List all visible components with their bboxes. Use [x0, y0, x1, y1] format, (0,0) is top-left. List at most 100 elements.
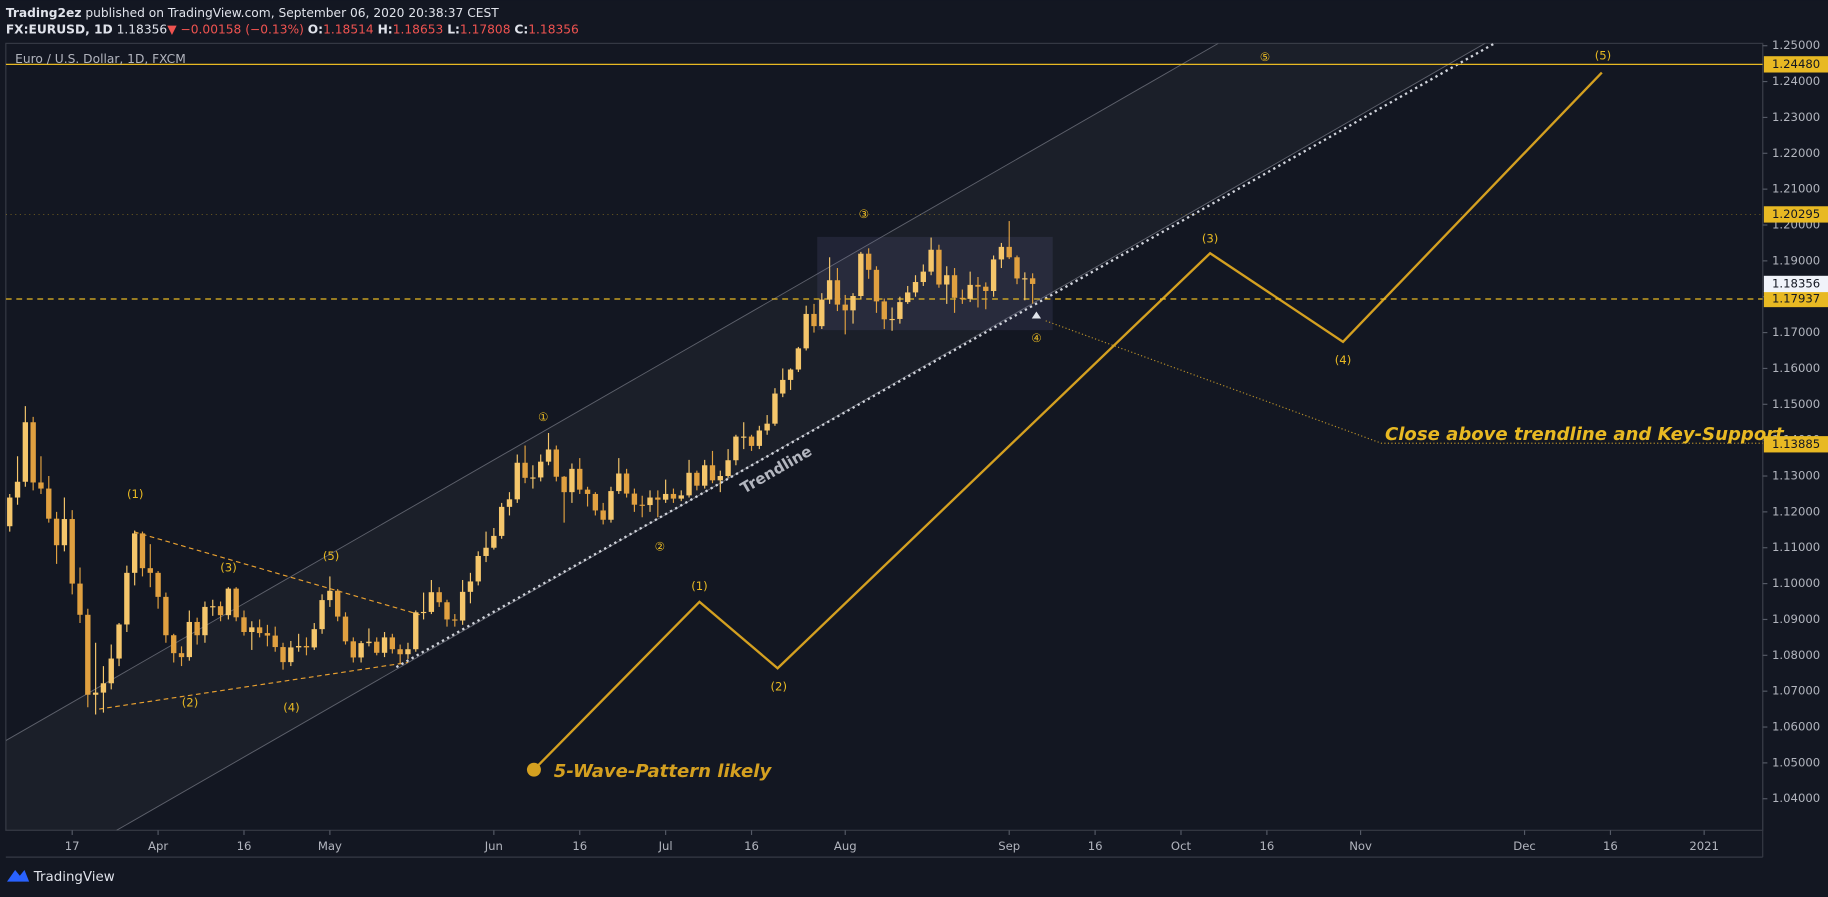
y-tick-label: 1.25000 [1772, 38, 1820, 52]
y-tick-label: 1.22000 [1772, 146, 1820, 160]
wave-label: ② [655, 540, 665, 554]
candle-body [975, 284, 981, 287]
wave-label: (5) [323, 549, 340, 563]
candle-body [186, 621, 193, 658]
candle-body [967, 284, 973, 299]
candle-body [436, 592, 442, 603]
y-tick-label: 1.11000 [1772, 540, 1820, 554]
close-value: 1.18356 [528, 22, 579, 36]
candle-body [951, 275, 958, 298]
candle-body [413, 612, 419, 650]
open-label: O: [308, 22, 323, 36]
candle-body [295, 645, 302, 648]
candle-body [998, 246, 1005, 260]
candle-body [912, 282, 919, 293]
candle-body [397, 649, 403, 655]
wave-label: ⑤ [1260, 50, 1270, 64]
y-tick-label: 1.21000 [1772, 182, 1820, 196]
note: Close above trendline and Key-Support [1385, 424, 1785, 445]
candle-body [959, 297, 966, 299]
x-tick-label: 16 [1259, 839, 1274, 853]
candle-body [631, 493, 638, 505]
header-line-1: Trading2ez published on TradingView.com,… [6, 6, 499, 20]
candle-body [545, 449, 552, 462]
candle-body [561, 476, 567, 493]
candle-body [264, 633, 271, 636]
candle-body [608, 491, 614, 520]
candle-body [389, 637, 396, 650]
pane [5, 42, 1764, 831]
logo-icon [6, 869, 30, 882]
wave-label: (5) [1595, 49, 1612, 63]
channel-lower [116, 43, 1486, 831]
candle-body [881, 301, 887, 320]
price-tag [1763, 56, 1828, 73]
candle-body [780, 379, 786, 394]
y-tick-label: 1.16000 [1772, 361, 1820, 375]
wave-projection [533, 71, 1603, 771]
candle-body [639, 504, 645, 506]
x-tick-label: 16 [744, 839, 759, 853]
candle-body [1022, 278, 1028, 280]
projection-start [526, 762, 541, 777]
arrow-marker [1031, 311, 1042, 319]
x-tick-label: Dec [1513, 839, 1536, 853]
x-tick-label: 16 [237, 839, 252, 853]
price-tag-label: 1.20295 [1772, 207, 1820, 221]
low-value: 1.17808 [460, 22, 511, 36]
candle-body [733, 436, 739, 461]
drawings [5, 43, 1763, 831]
open-value: 1.18514 [323, 22, 374, 36]
candle-body [655, 497, 661, 500]
change: ▼ −0.00158 (−0.13%) [167, 22, 304, 36]
candle-body [194, 621, 200, 636]
candle-body [358, 643, 364, 658]
candle-body [69, 519, 75, 584]
candle-body [53, 518, 60, 546]
candle-body [342, 616, 349, 642]
candle-body [77, 583, 83, 615]
candle-body [819, 299, 825, 327]
candle-body [498, 506, 505, 536]
candle-body [506, 499, 513, 507]
x-tick-label: 2021 [1689, 839, 1719, 853]
last-price-label: 1.18356 [1772, 276, 1820, 290]
candle-body [241, 617, 247, 633]
y-tick-label: 1.12000 [1772, 504, 1820, 518]
candle-body [873, 269, 880, 302]
candle-body [772, 393, 778, 424]
x-tick-label: Sep [998, 839, 1020, 853]
candle-body [405, 649, 411, 655]
series [5, 63, 1763, 715]
y-tick-label: 1.09000 [1772, 612, 1820, 626]
candle-body [7, 497, 13, 527]
high-label: H: [378, 22, 393, 36]
candle-body [491, 535, 497, 548]
price-tag [1763, 290, 1828, 308]
candle-body [366, 641, 372, 644]
pattern-note: 5-Wave-Pattern likely [554, 761, 773, 782]
candle-body [280, 647, 286, 663]
candle-body [420, 611, 427, 614]
candle-body [163, 596, 169, 636]
triangle-upper [133, 531, 420, 616]
low-label: L: [447, 22, 460, 36]
candle-body [131, 533, 138, 573]
price-tag-label: 1.24480 [1772, 57, 1820, 71]
candle-body [124, 572, 130, 625]
candle-body [483, 547, 489, 556]
candle-body [850, 296, 856, 311]
wave-label: ③ [859, 207, 869, 221]
y-tick-label: 1.13000 [1772, 469, 1820, 483]
symbol: FX:EURUSD, 1D [6, 22, 113, 36]
x-tick-label: Jun [484, 839, 503, 853]
candle-body [905, 292, 911, 303]
candle-body [85, 614, 91, 695]
y-tick-label: 1.04000 [1772, 791, 1820, 805]
channel-upper [5, 43, 1219, 741]
candle-body [108, 658, 114, 684]
x-tick-label: Aug [834, 839, 857, 853]
candle-body [577, 468, 583, 490]
candle-body [139, 533, 146, 569]
